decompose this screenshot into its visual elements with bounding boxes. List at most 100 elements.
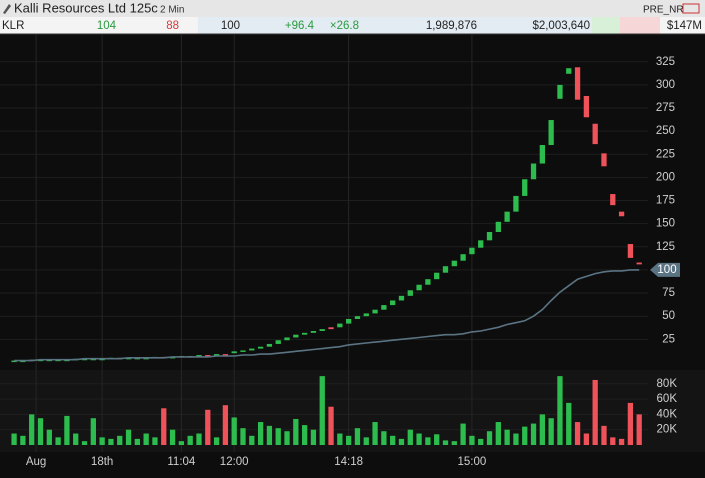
y-tick-label: 150	[656, 218, 675, 230]
candle	[478, 240, 484, 248]
candle	[442, 266, 449, 273]
volume-bar	[143, 433, 149, 445]
ratio: ×26.8	[330, 20, 359, 32]
candle	[407, 290, 413, 296]
volume-bar	[301, 425, 308, 445]
volume-bar	[398, 438, 405, 445]
candle	[601, 153, 607, 167]
y-tick-label: 175	[656, 195, 675, 207]
volume-bar	[627, 402, 634, 445]
volume-bar	[451, 441, 457, 445]
volume-bar	[73, 433, 79, 445]
volume-bar	[636, 414, 642, 445]
change: +96.4	[285, 20, 315, 32]
vwap-line	[14, 269, 640, 362]
volume-bar	[337, 433, 343, 445]
candle	[319, 329, 325, 331]
price-marker	[650, 262, 680, 277]
candle	[495, 221, 501, 232]
volume-bar	[178, 441, 185, 445]
y-tick-label: 75	[662, 287, 675, 299]
candle	[301, 332, 308, 335]
volume-bar	[108, 438, 114, 445]
candle	[390, 300, 396, 306]
y-tick-label: 50	[662, 310, 675, 322]
candle	[530, 163, 537, 180]
candle	[284, 337, 290, 341]
volume-bar	[20, 435, 26, 445]
volume-bar	[416, 433, 422, 445]
volume-bar	[354, 428, 361, 445]
volume-bar	[610, 437, 616, 445]
volume-bar	[548, 418, 554, 445]
candle	[381, 305, 387, 310]
volume-bar	[11, 433, 17, 445]
candle	[205, 355, 211, 357]
candle	[398, 295, 405, 301]
volume-bar	[504, 429, 510, 445]
volume-bar	[618, 438, 625, 445]
volume-bar	[434, 434, 440, 445]
volume-bar	[99, 437, 105, 445]
quote-cell	[592, 17, 620, 34]
candle	[257, 346, 264, 349]
candle	[213, 354, 220, 356]
candle	[522, 179, 528, 196]
x-tick-label: 14:18	[334, 456, 363, 468]
volume-bar	[425, 437, 431, 445]
volume-bar	[152, 437, 158, 445]
status: PRE_NR	[643, 5, 684, 16]
candle	[266, 343, 273, 347]
volume-tick-label: 40K	[657, 408, 678, 420]
volume-bar	[161, 408, 167, 445]
volume-bar	[117, 435, 123, 445]
volume-pane	[0, 370, 705, 452]
y-tick-label: 250	[656, 125, 675, 137]
volume-bar	[134, 438, 140, 445]
volume-bar	[539, 414, 545, 445]
window-icon[interactable]	[682, 3, 700, 14]
volume-bar	[566, 402, 572, 445]
candle	[328, 327, 334, 330]
title-bar	[0, 0, 705, 17]
candle	[460, 254, 466, 261]
chart-title: Kalli Resources Ltd 125c	[14, 0, 158, 15]
candle	[636, 262, 642, 265]
x-tick-label: 11:04	[167, 456, 196, 468]
candle	[240, 350, 246, 352]
candle	[196, 355, 202, 357]
volume-bar	[530, 423, 537, 445]
edit-icon	[3, 4, 11, 14]
volume-bar	[46, 429, 52, 445]
volume-bar	[363, 437, 369, 445]
volume-bar	[90, 418, 96, 445]
market-cap: $147M	[667, 20, 702, 32]
volume-bar	[187, 435, 193, 445]
volume-tick-label: 20K	[657, 424, 678, 436]
volume-bar	[381, 431, 387, 445]
volume-bar	[442, 440, 449, 445]
candle	[486, 231, 493, 241]
ask-size: 88	[166, 20, 179, 32]
volume-bar	[293, 418, 299, 445]
volume-bar	[196, 433, 202, 445]
y-tick-label: 125	[656, 241, 675, 253]
volume-bar	[125, 429, 132, 445]
x-tick-label: 12:00	[220, 456, 249, 468]
volume-bar	[486, 431, 493, 445]
y-tick-label: 25	[662, 333, 675, 345]
volume-bar	[249, 435, 255, 445]
y-tick-label: 275	[656, 102, 675, 114]
volume-bar	[390, 435, 396, 445]
volume-bar	[64, 415, 70, 445]
candle	[592, 123, 598, 145]
candle	[451, 260, 457, 267]
volume-tick-label: 80K	[657, 378, 678, 390]
candle	[11, 360, 17, 363]
candle	[372, 309, 378, 314]
x-tick-label: Aug	[26, 456, 46, 468]
candle	[504, 211, 510, 222]
volume-bar	[460, 423, 466, 445]
candle	[627, 244, 634, 258]
